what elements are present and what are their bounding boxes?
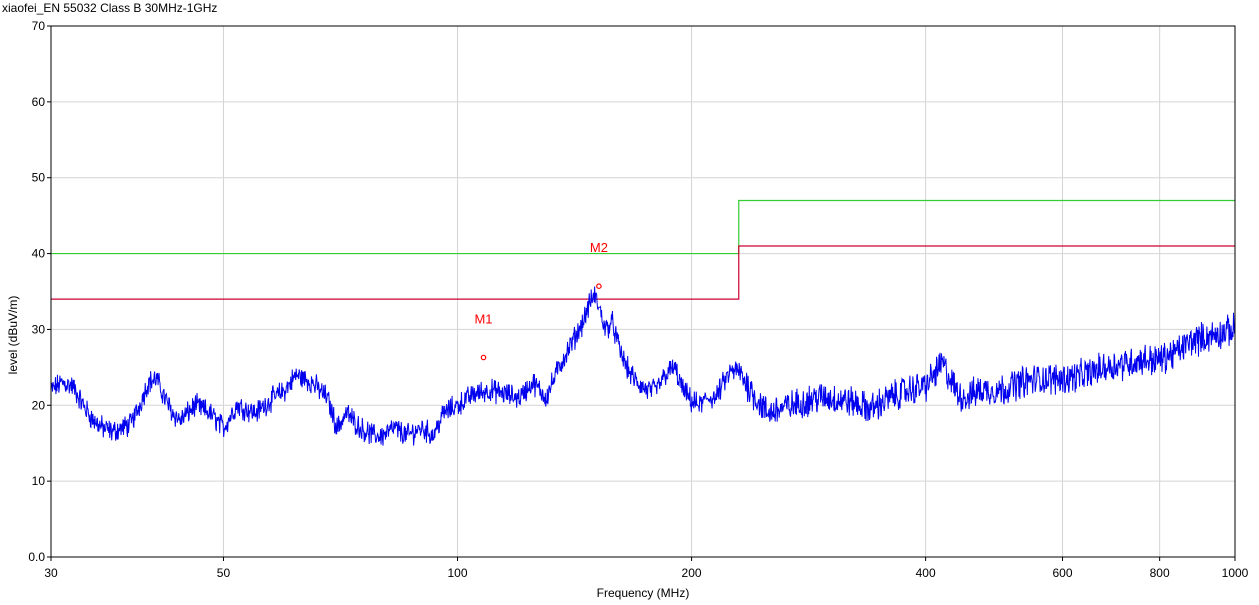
plot-frame: [50, 25, 1236, 558]
marker-point: [480, 354, 487, 361]
y-axis-title: level (dBuV/m): [6, 296, 20, 375]
markers-layer: M1 M2: [474, 240, 608, 361]
y-tick-label: 40: [32, 247, 46, 261]
chart-title: xiaofei_EN 55032 Class B 30MHz-1GHz: [2, 1, 218, 15]
marker-label: M2: [590, 240, 608, 255]
marker-point: [596, 283, 602, 289]
limit-line: [51, 245, 1235, 300]
x-tick-label: 600: [1053, 566, 1073, 580]
series-layer: [50, 199, 1236, 446]
x-tick-label: 100: [448, 566, 468, 580]
x-tick-label: 1000: [1222, 566, 1249, 580]
x-tick-label: 30: [44, 566, 58, 580]
limit-line: [51, 199, 1235, 255]
x-tick-label: 400: [916, 566, 936, 580]
marker-label: M1: [474, 311, 492, 326]
y-tick-label: 70: [32, 19, 46, 33]
y-tick-label: 60: [32, 95, 46, 109]
x-tick-label: 50: [217, 566, 231, 580]
x-tick-label: 800: [1150, 566, 1170, 580]
plot-background: [51, 26, 1235, 557]
y-axis: 0.0 10 20 30 40 50 60 70: [28, 19, 51, 564]
y-tick-label: 20: [32, 398, 46, 412]
y-tick-label: 10: [32, 474, 46, 488]
y-tick-label: 0.0: [28, 550, 45, 564]
measurement-trace: [50, 286, 1236, 446]
y-tick-label: 30: [32, 322, 46, 336]
x-axis-title: Frequency (MHz): [597, 586, 690, 600]
y-tick-label: 50: [32, 171, 46, 185]
x-axis: 30 50 100 200 400 600 800 1000: [44, 557, 1249, 580]
x-tick-label: 200: [682, 566, 702, 580]
